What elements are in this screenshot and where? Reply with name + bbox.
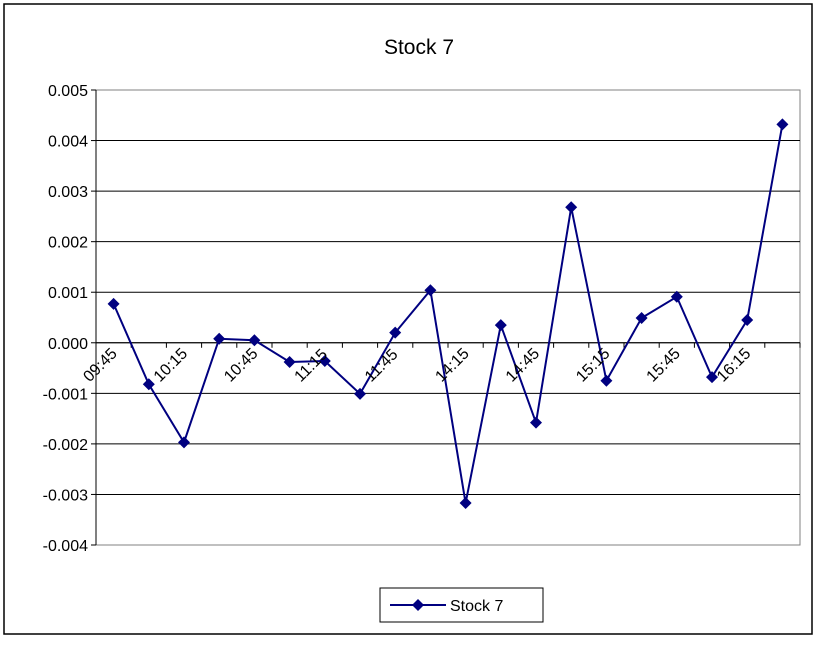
chart-title: Stock 7: [384, 36, 454, 59]
legend-label: Stock 7: [450, 598, 503, 615]
data-point: [776, 118, 789, 131]
data-point: [142, 378, 155, 391]
data-point: [248, 334, 261, 347]
data-point: [670, 290, 683, 303]
y-tick-label: 0.003: [48, 184, 88, 201]
data-point: [107, 297, 120, 310]
data-point: [706, 371, 718, 384]
data-point: [600, 374, 613, 387]
y-tick-label: -0.002: [43, 437, 88, 454]
plot-area: [95, 89, 801, 546]
legend: Stock 7: [379, 587, 544, 623]
series-line: [112, 124, 784, 504]
data-point: [635, 312, 648, 325]
y-tick-label: 0.001: [48, 285, 88, 302]
data-point: [459, 497, 472, 510]
data-point: [494, 319, 507, 332]
data-point: [389, 326, 402, 339]
data-point: [318, 354, 331, 367]
y-tick-label: -0.003: [43, 487, 88, 504]
y-tick-label: 0.004: [48, 134, 88, 151]
legend-marker: [412, 599, 424, 611]
series-layer: [107, 118, 789, 510]
axis-layer: 0.005 0.004 0.003 0.002 0.001 0.000 -0.001 -0.0…: [43, 83, 801, 555]
data-point: [213, 332, 226, 345]
data-point: [424, 284, 437, 297]
y-tick-label: -0.001: [43, 386, 88, 403]
y-tick-label: 0.005: [48, 83, 88, 100]
data-point: [354, 387, 366, 400]
y-tick-label: 0.002: [48, 235, 88, 252]
y-tick-label: 0.000: [48, 336, 88, 353]
data-point: [530, 416, 542, 429]
data-point: [741, 314, 754, 327]
data-point: [283, 355, 296, 368]
y-tick-label: -0.004: [43, 538, 88, 555]
data-point: [565, 201, 578, 214]
data-point: [178, 436, 190, 449]
